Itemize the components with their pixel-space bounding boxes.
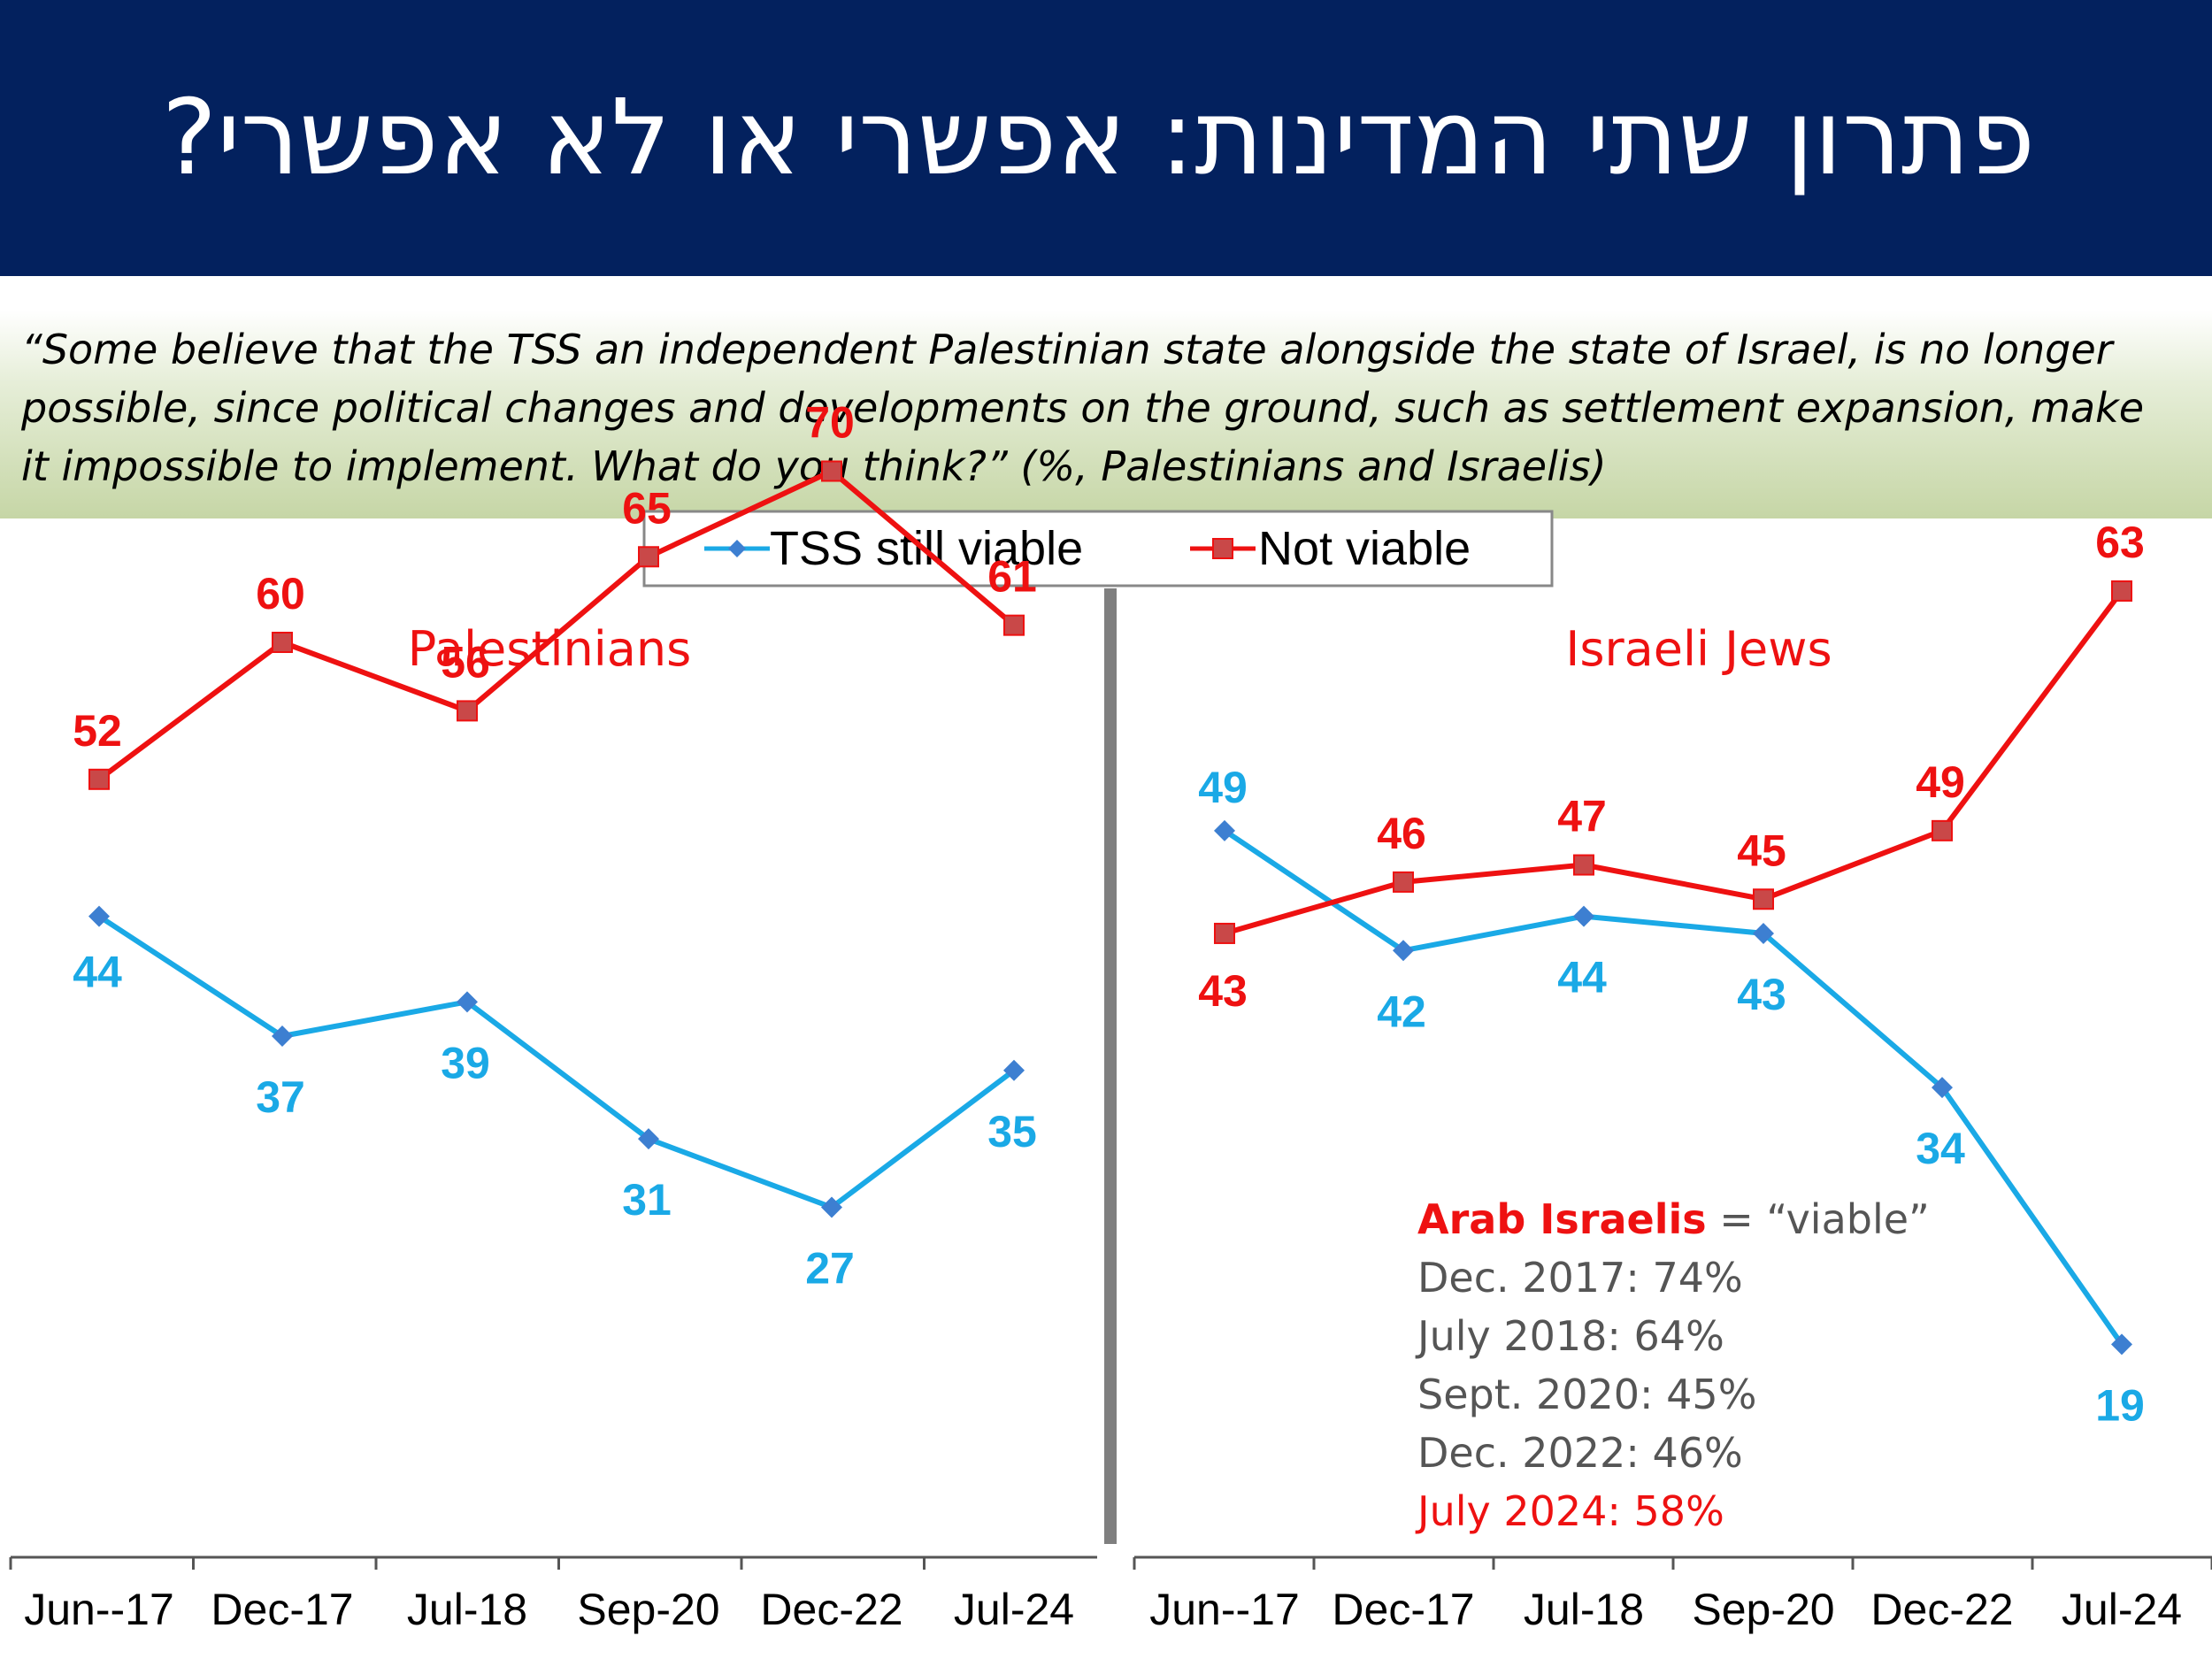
header-bar: פתרון שתי המדינות: אפשרי או לא אפשרי? [0,0,2212,276]
data-point-not-viable [1393,871,1414,893]
data-label-viable: 44 [73,948,122,997]
data-label-viable: 39 [441,1038,490,1087]
arab-note-suffix: = “viable” [1706,1195,1930,1243]
data-point-viable [2111,1333,2132,1356]
series-line-viable [1223,828,2124,1347]
data-label-not-viable: 60 [256,569,305,618]
data-label-not-viable: 63 [2095,518,2145,567]
data-label-viable: 43 [1737,970,1786,1019]
survey-question: “Some believe that the TSS an independen… [21,326,2145,490]
x-tick-label: Jun--17 [24,1585,174,1634]
x-tick-label: Jul-24 [2062,1585,2182,1634]
data-label-not-viable: 65 [622,483,672,533]
x-tick-label: Jul-18 [407,1585,527,1634]
data-label-not-viable: 43 [1198,966,1248,1016]
data-point-viable [88,905,110,927]
data-point-not-viable [1573,854,1594,876]
data-point-not-viable [1214,922,1235,944]
legend-viable-marker [728,540,746,557]
data-label-viable: 37 [256,1072,305,1122]
data-point-not-viable [1753,888,1774,910]
x-tick-label: Jul-18 [1524,1585,1644,1634]
legend-item-not-viable: Not viable [1258,522,1471,575]
series-line-viable [97,914,1016,1210]
data-label-not-viable: 49 [1916,757,1965,807]
arab-israelis-note: Arab Israelis = “viable” Dec. 2017: 74% … [1417,1190,1930,1540]
data-point-viable [457,991,478,1013]
data-label-viable: 42 [1377,987,1426,1036]
data-point-not-viable [2111,580,2132,602]
data-point-not-viable [457,700,478,722]
data-point-viable [272,1025,293,1048]
data-point-not-viable [821,460,842,482]
data-point-viable [1753,922,1774,944]
legend: TSS still viable Not viable [642,510,1554,588]
x-tick-label: Dec-22 [1870,1585,2013,1634]
data-point-viable [1003,1059,1025,1081]
data-point-viable [1393,940,1414,962]
x-tick-label: Dec-17 [211,1585,353,1634]
arab-note-label: Arab Israelis [1417,1195,1707,1243]
data-label-not-viable: 61 [987,552,1037,602]
data-point-viable [1932,1077,1953,1099]
data-label-viable: 49 [1198,763,1248,812]
arab-note-line: July 2018: 64% [1417,1312,1724,1360]
data-label-viable: 34 [1916,1124,1965,1173]
panel-title: Israeli Jews [1565,621,1832,677]
data-point-not-viable [1932,819,1953,841]
data-point-not-viable [88,768,110,790]
data-point-not-viable [1003,614,1025,636]
x-tick-label: Dec-17 [1332,1585,1474,1634]
data-label-not-viable: 70 [805,398,855,448]
arab-note-heading: Arab Israelis = “viable” [1417,1190,1930,1248]
panel-title: Palestinians [408,621,691,677]
page-title: פתרון שתי המדינות: אפשרי או לא אפשרי? [161,76,2035,198]
x-tick-label: Jun--17 [1149,1585,1300,1634]
series-line-not-viable [97,468,1016,782]
data-label-not-viable: 52 [73,706,122,756]
data-label-not-viable: 56 [441,637,490,687]
x-tick-label: Dec-22 [760,1585,902,1634]
arab-note-line: Sept. 2020: 45% [1417,1371,1757,1418]
data-point-not-viable [638,546,659,568]
question-band [0,310,2212,518]
data-label-viable: 31 [622,1175,672,1225]
data-label-viable: 27 [805,1244,855,1294]
series-line-not-viable [1224,589,2124,936]
data-label-viable: 35 [987,1107,1037,1156]
arab-note-last-line: July 2024: 58% [1417,1487,1724,1535]
x-tick-label: Jul-24 [954,1585,1074,1634]
legend-box [642,510,1554,588]
panel-divider [1104,588,1117,1544]
data-label-viable: 44 [1557,953,1607,1002]
x-tick-label: Sep-20 [577,1585,719,1634]
data-label-not-viable: 46 [1377,809,1426,858]
data-point-viable [638,1128,659,1150]
arab-note-line: Dec. 2017: 74% [1417,1254,1743,1302]
data-label-viable: 19 [2095,1380,2145,1430]
legend-not-viable-marker [1212,538,1233,559]
data-point-not-viable [272,632,293,653]
data-label-not-viable: 45 [1737,826,1786,875]
data-point-viable [1573,905,1594,927]
data-point-viable [821,1196,842,1218]
x-tick-label: Sep-20 [1692,1585,1834,1634]
data-label-not-viable: 47 [1557,792,1607,841]
data-point-viable [1214,819,1235,841]
arab-note-line: Dec. 2022: 46% [1417,1429,1743,1477]
